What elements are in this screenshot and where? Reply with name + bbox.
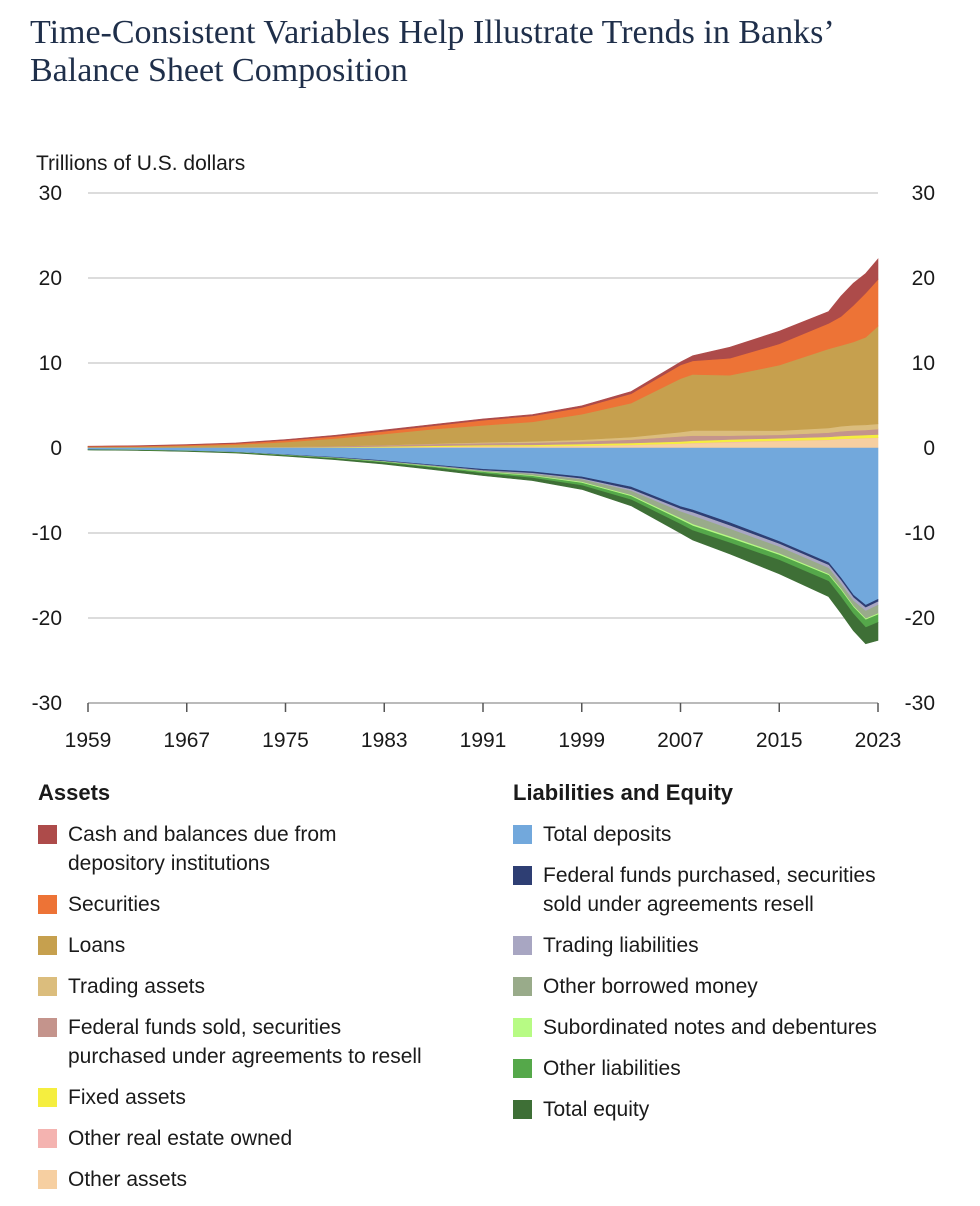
legend-swatch (38, 936, 57, 955)
y-tick-label-right: -30 (905, 692, 935, 715)
x-tick-label: 2007 (657, 729, 704, 752)
legend-liabilities-list: Total deposits Federal funds purchased, s… (513, 820, 963, 1124)
legend-swatch (38, 977, 57, 996)
legend-item: Other borrowed money (513, 972, 963, 1001)
legend-label: Federal funds sold, securities purchased… (68, 1016, 422, 1068)
x-tick-label: 1991 (460, 729, 507, 752)
x-tick-label: 1983 (361, 729, 408, 752)
y-tick-label-left: 10 (39, 352, 62, 375)
legend-swatch (513, 1100, 532, 1119)
x-tick-label: 1959 (65, 729, 112, 752)
legend-label: Other liabilities (543, 1057, 681, 1080)
legend-liabilities-heading: Liabilities and Equity (513, 780, 734, 805)
y-tick-label-left: 20 (39, 267, 62, 290)
legend-label: Subordinated notes and debentures (543, 1016, 877, 1039)
legend-label: Cash and balances due from depository in… (68, 823, 337, 875)
legend-swatch (513, 977, 532, 996)
legend-label: Other real estate owned (68, 1127, 293, 1150)
y-tick-label-left: 30 (39, 182, 62, 205)
legend-label: Total equity (543, 1098, 650, 1121)
y-tick-label-right: -10 (905, 522, 935, 545)
x-tick-label: 1967 (163, 729, 210, 752)
legend-item: Trading assets (38, 972, 488, 1001)
y-axis-unit-label: Trillions of U.S. dollars (36, 152, 245, 175)
area-asset-cash-and-balances-due-from-depository-institutions (87, 258, 879, 447)
y-tick-label-right: 10 (912, 352, 935, 375)
legend-label: Securities (68, 893, 161, 916)
y-tick-label-right: 0 (923, 437, 935, 460)
legend-item: Total equity (513, 1095, 963, 1124)
legend-label: Other borrowed money (543, 975, 758, 998)
legend-assets-list: Cash and balances due from depository in… (38, 820, 488, 1194)
legend-swatch (513, 1059, 532, 1078)
legend-item: Federal funds purchased, securities sold… (513, 861, 963, 919)
y-tick-label-left: -20 (32, 607, 62, 630)
chart-title-line-2: Balance Sheet Composition (30, 52, 408, 89)
legend-swatch (38, 1018, 57, 1037)
legend-swatch (38, 1129, 57, 1148)
legend-label: Trading liabilities (543, 934, 699, 957)
chart-title: Time-Consistent Variables Help Illustrat… (30, 14, 960, 90)
legend-item: Other liabilities (513, 1054, 963, 1083)
area-layer (87, 258, 879, 645)
chart-title-line-1: Time-Consistent Variables Help Illustrat… (30, 14, 835, 51)
x-tick-label: 1999 (558, 729, 605, 752)
legend-item: Fixed assets (38, 1083, 488, 1112)
legend-swatch (513, 866, 532, 885)
legend-label: Other assets (68, 1168, 188, 1191)
legend-item: Other assets (38, 1165, 488, 1194)
y-tick-label-right: -20 (905, 607, 935, 630)
x-tick-label: 2015 (756, 729, 803, 752)
legend-item: Securities (38, 890, 488, 919)
legend-label: Federal funds purchased, securities sold… (543, 864, 876, 916)
legend-item: Loans (38, 931, 488, 960)
legend-item: Trading liabilities (513, 931, 963, 960)
legend-swatch (38, 895, 57, 914)
legend-label: Loans (68, 934, 126, 957)
legend-swatch (38, 1088, 57, 1107)
x-tick-label: 2023 (855, 729, 902, 752)
legend-item: Cash and balances due from depository in… (38, 820, 488, 878)
area-liability-total-equity (87, 449, 879, 645)
legend-label: Fixed assets (68, 1086, 186, 1109)
legend-liabilities: Liabilities and Equity Total deposits Fed… (513, 780, 963, 1136)
legend-swatch (38, 825, 57, 844)
y-tick-label-left: -10 (32, 522, 62, 545)
legend-swatch (513, 825, 532, 844)
legend-label: Trading assets (68, 975, 205, 998)
legend-assets-heading: Assets (38, 780, 111, 805)
legend-swatch (513, 936, 532, 955)
legend-swatch (513, 1018, 532, 1037)
y-tick-label-right: 20 (912, 267, 935, 290)
x-tick-label: 1975 (262, 729, 309, 752)
legend-item: Other real estate owned (38, 1124, 488, 1153)
y-tick-label-right: 30 (912, 182, 935, 205)
legend-label: Total deposits (543, 823, 672, 846)
legend-item: Federal funds sold, securities purchased… (38, 1013, 488, 1071)
legend-item: Total deposits (513, 820, 963, 849)
legend-item: Subordinated notes and debentures (513, 1013, 963, 1042)
legend-swatch (38, 1170, 57, 1189)
y-tick-label-left: -30 (32, 692, 62, 715)
y-tick-label-left: 0 (50, 437, 62, 460)
legend-assets: Assets Cash and balances due from deposi… (38, 780, 488, 1206)
